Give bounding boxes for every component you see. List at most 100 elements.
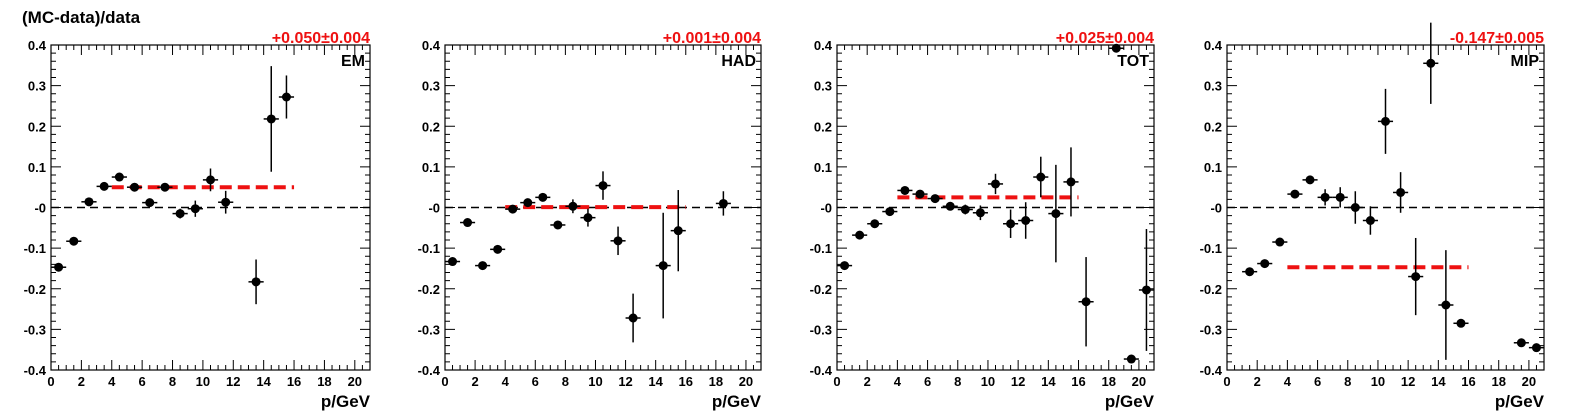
data-point <box>565 199 581 214</box>
data-marker <box>1141 285 1151 295</box>
data-point <box>66 236 82 246</box>
data-marker <box>1066 177 1076 187</box>
data-point <box>1003 209 1019 238</box>
x-tick-label: 20 <box>739 374 753 389</box>
data-marker <box>69 236 79 246</box>
x-tick-label: 4 <box>502 374 510 389</box>
x-tick-label: 16 <box>679 374 693 389</box>
y-tick-label: 0.4 <box>814 38 833 53</box>
data-point <box>202 168 219 192</box>
y-tick-label: 0.2 <box>422 119 440 134</box>
data-point <box>51 262 67 272</box>
y-tick-label: 0.2 <box>814 119 832 134</box>
data-point <box>852 230 868 240</box>
y-tick-label: -0.4 <box>810 363 833 378</box>
panel-had: -0.4 -0.3 -0.2 -0.1 -0 0.1 0.2 0.3 0.4 0 2 4 6 8 10 12 1… <box>418 30 762 411</box>
data-point <box>1108 43 1124 53</box>
fit-label: +0.050±0.004 <box>272 30 370 47</box>
x-tick-label: 12 <box>1011 374 1025 389</box>
data-marker <box>1365 216 1375 225</box>
data-point <box>490 244 506 254</box>
data-point <box>157 182 173 192</box>
data-marker <box>1531 343 1541 353</box>
x-tick-label: 8 <box>562 374 569 389</box>
data-point <box>957 204 973 215</box>
data-marker <box>991 179 1000 189</box>
data-point <box>1242 267 1258 277</box>
y-tick-label: -0.3 <box>1200 322 1222 337</box>
x-tick-label: 2 <box>864 374 871 389</box>
panel-mip: -0.4 -0.3 -0.2 -0.1 -0 0.1 0.2 0.3 0.4 0 2 4 6 8 10 12 1… <box>1200 22 1545 411</box>
data-point <box>867 219 883 229</box>
data-marker <box>175 209 185 219</box>
data-marker <box>1396 187 1406 197</box>
data-point <box>655 212 671 319</box>
data-marker <box>1036 172 1046 182</box>
fit-label: -0.147±0.005 <box>1450 30 1544 47</box>
data-point <box>1347 191 1363 224</box>
data-marker <box>1335 192 1345 202</box>
data-marker <box>1426 58 1436 68</box>
figure-ylabel: (MC-data)/data <box>22 8 141 27</box>
data-point <box>187 200 203 217</box>
panel-tot: -0.4 -0.3 -0.2 -0.1 -0 0.1 0.2 0.3 0.4 0 2 4 6 8 10 12 1… <box>810 30 1155 411</box>
x-tick-label: 12 <box>226 374 240 389</box>
x-tick-label: 10 <box>981 374 995 389</box>
x-tick-label: 16 <box>1461 374 1475 389</box>
data-point <box>1302 175 1318 185</box>
y-tick-label: -0.1 <box>24 241 46 256</box>
data-marker <box>54 262 64 272</box>
data-marker <box>568 201 578 211</box>
data-point <box>1018 202 1034 239</box>
data-point <box>1528 343 1544 353</box>
data-point <box>1377 88 1394 154</box>
data-point <box>1513 338 1529 348</box>
data-marker <box>1441 300 1451 310</box>
x-tick-label: 10 <box>1371 374 1385 389</box>
data-point <box>897 185 913 195</box>
fit-label: +0.025±0.004 <box>1056 30 1154 47</box>
data-marker <box>628 313 638 323</box>
x-tick-label: 6 <box>1314 374 1321 389</box>
data-point <box>595 171 611 200</box>
data-marker <box>190 204 200 214</box>
data-marker <box>840 261 850 271</box>
y-tick-label: -0.2 <box>24 282 46 297</box>
x-tick-label: 0 <box>47 374 54 389</box>
data-marker <box>1456 318 1466 328</box>
data-point <box>1393 172 1409 213</box>
data-marker <box>673 226 683 236</box>
fit-label: +0.001±0.004 <box>663 30 761 47</box>
data-marker <box>1411 272 1421 282</box>
data-point <box>1423 22 1439 104</box>
x-tick-label: 12 <box>1401 374 1415 389</box>
data-point <box>1362 206 1378 235</box>
y-tick-label: -0.3 <box>418 322 440 337</box>
data-point <box>535 192 551 202</box>
data-point <box>1453 318 1469 328</box>
y-tick-label: 0.4 <box>1204 38 1223 53</box>
data-point <box>263 66 279 172</box>
y-tick-label: 0.3 <box>28 79 46 94</box>
data-point <box>520 198 536 208</box>
data-point <box>1408 237 1424 316</box>
data-marker <box>281 92 291 102</box>
data-marker <box>870 219 880 229</box>
x-tick-label: 6 <box>924 374 931 389</box>
data-marker <box>1320 192 1330 202</box>
x-tick-label: 4 <box>894 374 902 389</box>
y-tick-label: 0.4 <box>28 38 47 53</box>
x-tick-label: 10 <box>588 374 602 389</box>
panel-em: -0.4 -0.3 -0.2 -0.1 -0 0.1 0.2 0.3 0.4 0 2 4 6 8 10 12 1… <box>24 30 371 411</box>
x-axis-label: p/GeV <box>321 392 371 411</box>
data-point <box>218 190 234 214</box>
data-marker <box>1350 203 1360 212</box>
x-tick-label: 4 <box>108 374 116 389</box>
y-tick-label: 0.3 <box>422 79 440 94</box>
y-tick-label: 0.2 <box>28 119 46 134</box>
x-tick-label: 0 <box>441 374 448 389</box>
data-marker <box>221 197 231 207</box>
data-point <box>715 191 731 216</box>
data-point <box>111 172 127 182</box>
data-point <box>1287 189 1303 199</box>
